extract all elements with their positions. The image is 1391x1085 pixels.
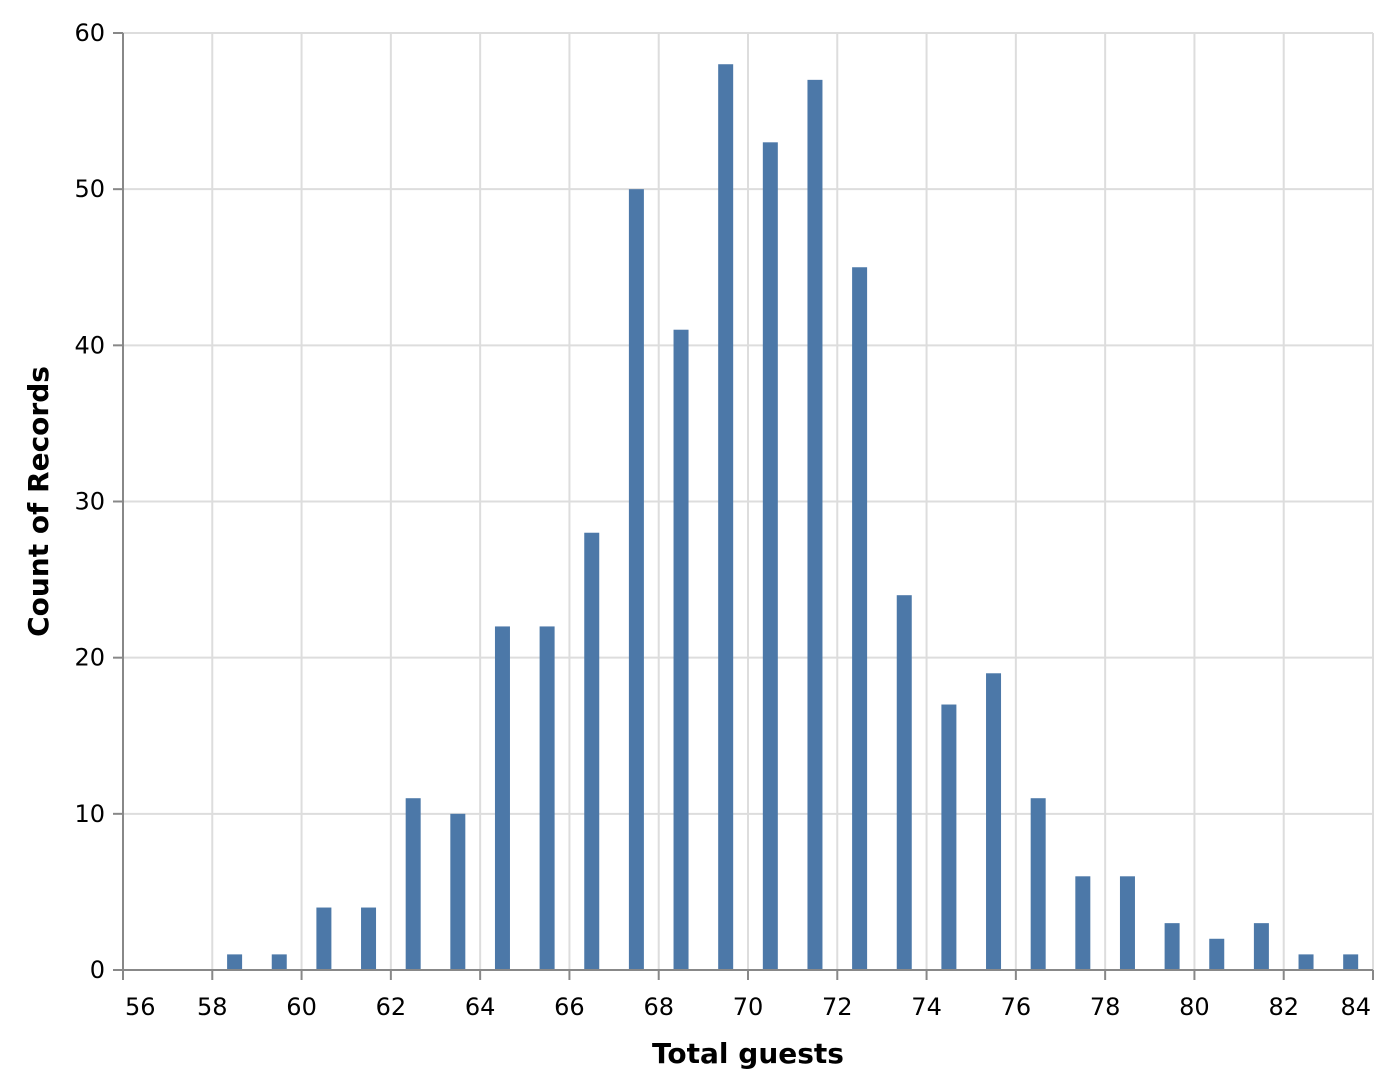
bar-series xyxy=(227,64,1359,971)
bar xyxy=(986,673,1002,970)
y-tick-label: 60 xyxy=(74,19,105,47)
x-tick-label: 70 xyxy=(733,993,764,1021)
bar xyxy=(227,954,243,970)
x-tick-label: 64 xyxy=(465,993,496,1021)
bar xyxy=(1343,954,1359,970)
x-tick-label: 68 xyxy=(643,993,674,1021)
x-tick-label: 58 xyxy=(197,993,228,1021)
y-axis-ticks: 0 10 20 30 40 50 60 xyxy=(74,19,123,984)
x-tick-label: 76 xyxy=(1001,993,1032,1021)
y-tick-label: 10 xyxy=(74,800,105,828)
bar xyxy=(1119,876,1135,970)
x-tick-label: 74 xyxy=(911,993,942,1021)
bar xyxy=(539,626,555,970)
x-tick-label: 72 xyxy=(822,993,853,1021)
bar xyxy=(1298,954,1314,970)
bar xyxy=(584,532,600,970)
bar xyxy=(628,189,644,970)
bar xyxy=(762,142,778,971)
y-tick-label: 30 xyxy=(74,488,105,516)
bar xyxy=(494,626,510,970)
y-axis-title: Count of Records xyxy=(22,366,55,637)
y-tick-label: 20 xyxy=(74,644,105,672)
bar xyxy=(1075,876,1091,970)
y-tick-label: 40 xyxy=(74,331,105,359)
bar xyxy=(896,595,912,970)
x-tick-label: 80 xyxy=(1179,993,1210,1021)
bar xyxy=(941,704,957,970)
y-tick-label: 0 xyxy=(90,956,105,984)
bar xyxy=(361,907,377,970)
bar xyxy=(450,813,466,970)
bar xyxy=(316,907,332,970)
bar xyxy=(271,954,287,970)
x-axis-title: Total guests xyxy=(652,1037,844,1070)
bar xyxy=(1030,798,1046,970)
bar xyxy=(1253,923,1269,970)
x-tick-label: 78 xyxy=(1090,993,1121,1021)
x-tick-label: 82 xyxy=(1268,993,1299,1021)
x-axis-ticks: 56 58 60 62 64 66 68 70 72 74 76 78 80 82 84 xyxy=(122,970,1374,1021)
x-tick-label: 62 xyxy=(376,993,407,1021)
x-tick-label: 56 xyxy=(125,993,156,1021)
y-tick-label: 50 xyxy=(74,175,105,203)
bar xyxy=(1164,923,1180,970)
bar xyxy=(718,64,734,970)
bar xyxy=(1209,938,1225,970)
bar xyxy=(852,267,868,970)
x-tick-label: 84 xyxy=(1340,993,1371,1021)
bar xyxy=(405,798,421,970)
x-tick-label: 60 xyxy=(286,993,317,1021)
bar xyxy=(807,79,823,971)
x-tick-label: 66 xyxy=(554,993,585,1021)
bar xyxy=(673,329,689,970)
